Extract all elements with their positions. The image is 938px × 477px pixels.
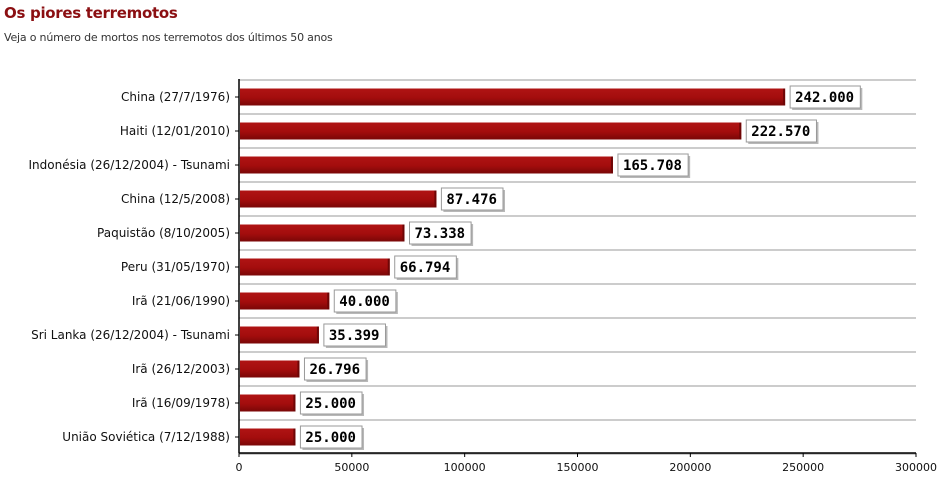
category-label: Irã (21/06/1990) [132,294,230,308]
value-label-box [617,153,689,177]
bar-end-shade [783,88,786,106]
value-label: 87.476 [446,192,497,208]
chart-title: Os piores terremotos [4,4,178,22]
bar-end-shade [297,360,300,378]
bar [240,326,319,344]
value-label: 66.794 [400,260,451,276]
x-tick-label: 300000 [895,461,937,474]
axes [235,79,917,457]
bar-end-shade [327,292,330,310]
bars [240,88,786,446]
bar-end-shade [316,326,319,344]
value-label: 242.000 [795,90,854,106]
bar-end-shade [293,428,296,446]
x-tick-label: 0 [236,461,243,474]
bar [240,428,296,446]
value-label-box [745,119,817,143]
bar-end-shade [739,122,742,140]
value-label: 222.570 [751,124,810,140]
bar [240,224,405,242]
value-label-box [303,357,367,381]
bar [240,156,613,174]
labels: 0 50000 100000 150000 200000 250000 300000 Chin… [28,85,937,474]
value-label-box [333,289,397,313]
x-tick-label: 250000 [782,461,824,474]
category-label: Irã (26/12/2003) [132,362,230,376]
x-tick-label: 200000 [669,461,711,474]
value-label-box [323,323,386,347]
category-label: Peru (31/05/1970) [121,260,230,274]
value-label-box [408,221,472,245]
value-label-box [789,85,861,109]
value-label-box [394,255,457,279]
value-label: 165.708 [623,158,682,174]
chart-subtitle: Veja o número de mortos nos terremotos d… [4,31,333,44]
bar-end-shade [402,224,405,242]
category-label: Sri Lanka (26/12/2004) - Tsunami [31,328,230,342]
category-label: China (27/7/1976) [121,90,230,104]
bar-end-shade [434,190,437,208]
category-label: União Soviética (7/12/1988) [62,430,230,444]
value-label: 25.000 [305,396,356,412]
grid-lines [239,79,916,455]
bar-end-shade [293,394,296,412]
value-label: 73.338 [414,226,465,242]
bar [240,394,296,412]
bar [240,190,437,208]
bar [240,88,786,106]
x-tick-label: 100000 [444,461,486,474]
value-label: 40.000 [339,294,390,310]
bar [240,258,390,276]
value-label: 26.796 [309,362,360,378]
value-label-box [299,425,363,449]
category-label: Haiti (12/01/2010) [120,124,230,138]
category-label: Paquistão (8/10/2005) [97,226,230,240]
value-label: 35.399 [329,328,380,344]
bar-end-shade [387,258,390,276]
category-label: Irã (16/09/1978) [132,396,230,410]
category-label: Indonésia (26/12/2004) - Tsunami [28,158,230,172]
bar [240,122,742,140]
bar [240,292,330,310]
x-tick-label: 50000 [334,461,369,474]
value-label-box [440,187,504,211]
bar [240,360,300,378]
bar-end-shade [610,156,613,174]
value-label: 25.000 [305,430,356,446]
category-label: China (12/5/2008) [121,192,230,206]
value-label-box [299,391,363,415]
x-tick-label: 150000 [557,461,599,474]
